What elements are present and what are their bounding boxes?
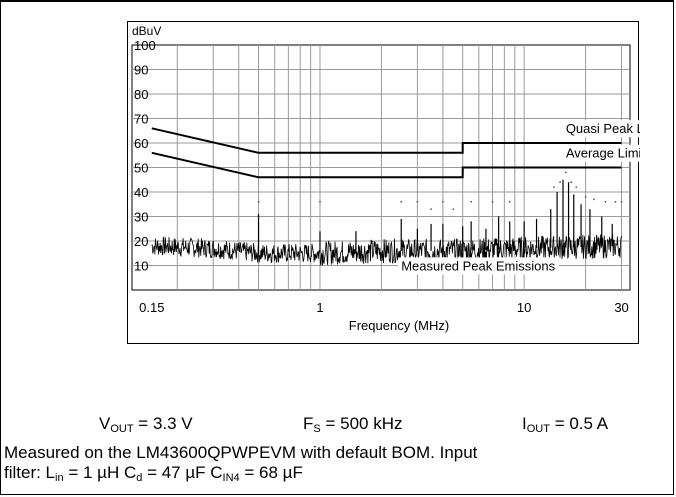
annotation-background	[562, 144, 640, 162]
measurement-marker	[614, 200, 617, 203]
measurement-marker	[257, 200, 260, 203]
y-tick-label: 80	[134, 87, 148, 102]
emi-chart-svg: 10 20 30 40 50 60 70 80 90 100 0.15 1 10 30 dBuV Freque…	[131, 24, 640, 333]
measurement-marker	[452, 208, 455, 211]
measurement-marker	[593, 198, 595, 201]
measurement-marker	[400, 200, 403, 203]
measurement-marker	[620, 200, 623, 203]
x-tick-label: 0.15	[139, 300, 164, 315]
y-tick-label: 30	[134, 210, 148, 225]
emi-chart: 10 20 30 40 50 60 70 80 90 100 0.15 1 10 30 dBuV Freque…	[127, 21, 640, 344]
measurement-marker	[570, 181, 573, 184]
note-line-2: filter: Lin = 1 µH Cd = 47 µF CIN4 = 68 …	[4, 463, 303, 484]
note-line-1: Measured on the LM43600QPWPEVM with defa…	[4, 443, 478, 462]
measurement-marker	[416, 200, 419, 203]
fs-condition: FS = 500 kHz	[303, 414, 403, 435]
emissions-noise-trace	[151, 234, 622, 266]
iout-condition: IOUT = 0.5 A	[522, 414, 609, 435]
measurement-marker	[584, 196, 587, 198]
measurement-marker	[470, 200, 473, 203]
y-tick-label: 20	[134, 234, 148, 249]
y-tick-label: 40	[134, 185, 148, 200]
y-tick-label: 100	[134, 38, 156, 53]
y-tick-label: 90	[134, 63, 148, 78]
y-tick-label: 70	[134, 112, 148, 127]
measurement-marker	[508, 200, 511, 203]
chart-annotation: Quasi Peak Limit	[566, 121, 640, 136]
x-axis-label: Frequency (MHz)	[349, 318, 449, 333]
x-tick-label: 1	[316, 300, 323, 315]
annotation-background	[562, 120, 640, 138]
measurement-marker	[575, 186, 578, 189]
y-axis-label: dBuV	[132, 24, 161, 38]
vout-condition: VOUT = 3.3 V	[99, 414, 193, 435]
limit-line	[151, 151, 622, 179]
y-tick-label: 10	[134, 259, 148, 274]
limit-line	[151, 127, 622, 154]
chart-annotation: Average Limit	[566, 146, 640, 161]
x-tick-label: 30	[614, 300, 628, 315]
measurement-note: Measured on the LM43600QPWPEVM with defa…	[4, 443, 664, 488]
measurement-marker	[442, 200, 444, 203]
measurement-marker	[559, 181, 561, 184]
measurement-marker	[430, 208, 432, 211]
measurement-marker	[564, 171, 567, 174]
y-tick-label: 50	[134, 161, 148, 176]
measurement-marker	[319, 200, 321, 203]
measurement-marker	[604, 200, 607, 203]
measurement-marker	[553, 186, 555, 189]
chart-annotation: Measured Peak Emissions	[401, 258, 555, 273]
annotation-background	[398, 257, 559, 275]
x-tick-label: 10	[517, 300, 531, 315]
y-tick-label: 60	[134, 136, 148, 151]
measurement-marker	[491, 200, 494, 203]
